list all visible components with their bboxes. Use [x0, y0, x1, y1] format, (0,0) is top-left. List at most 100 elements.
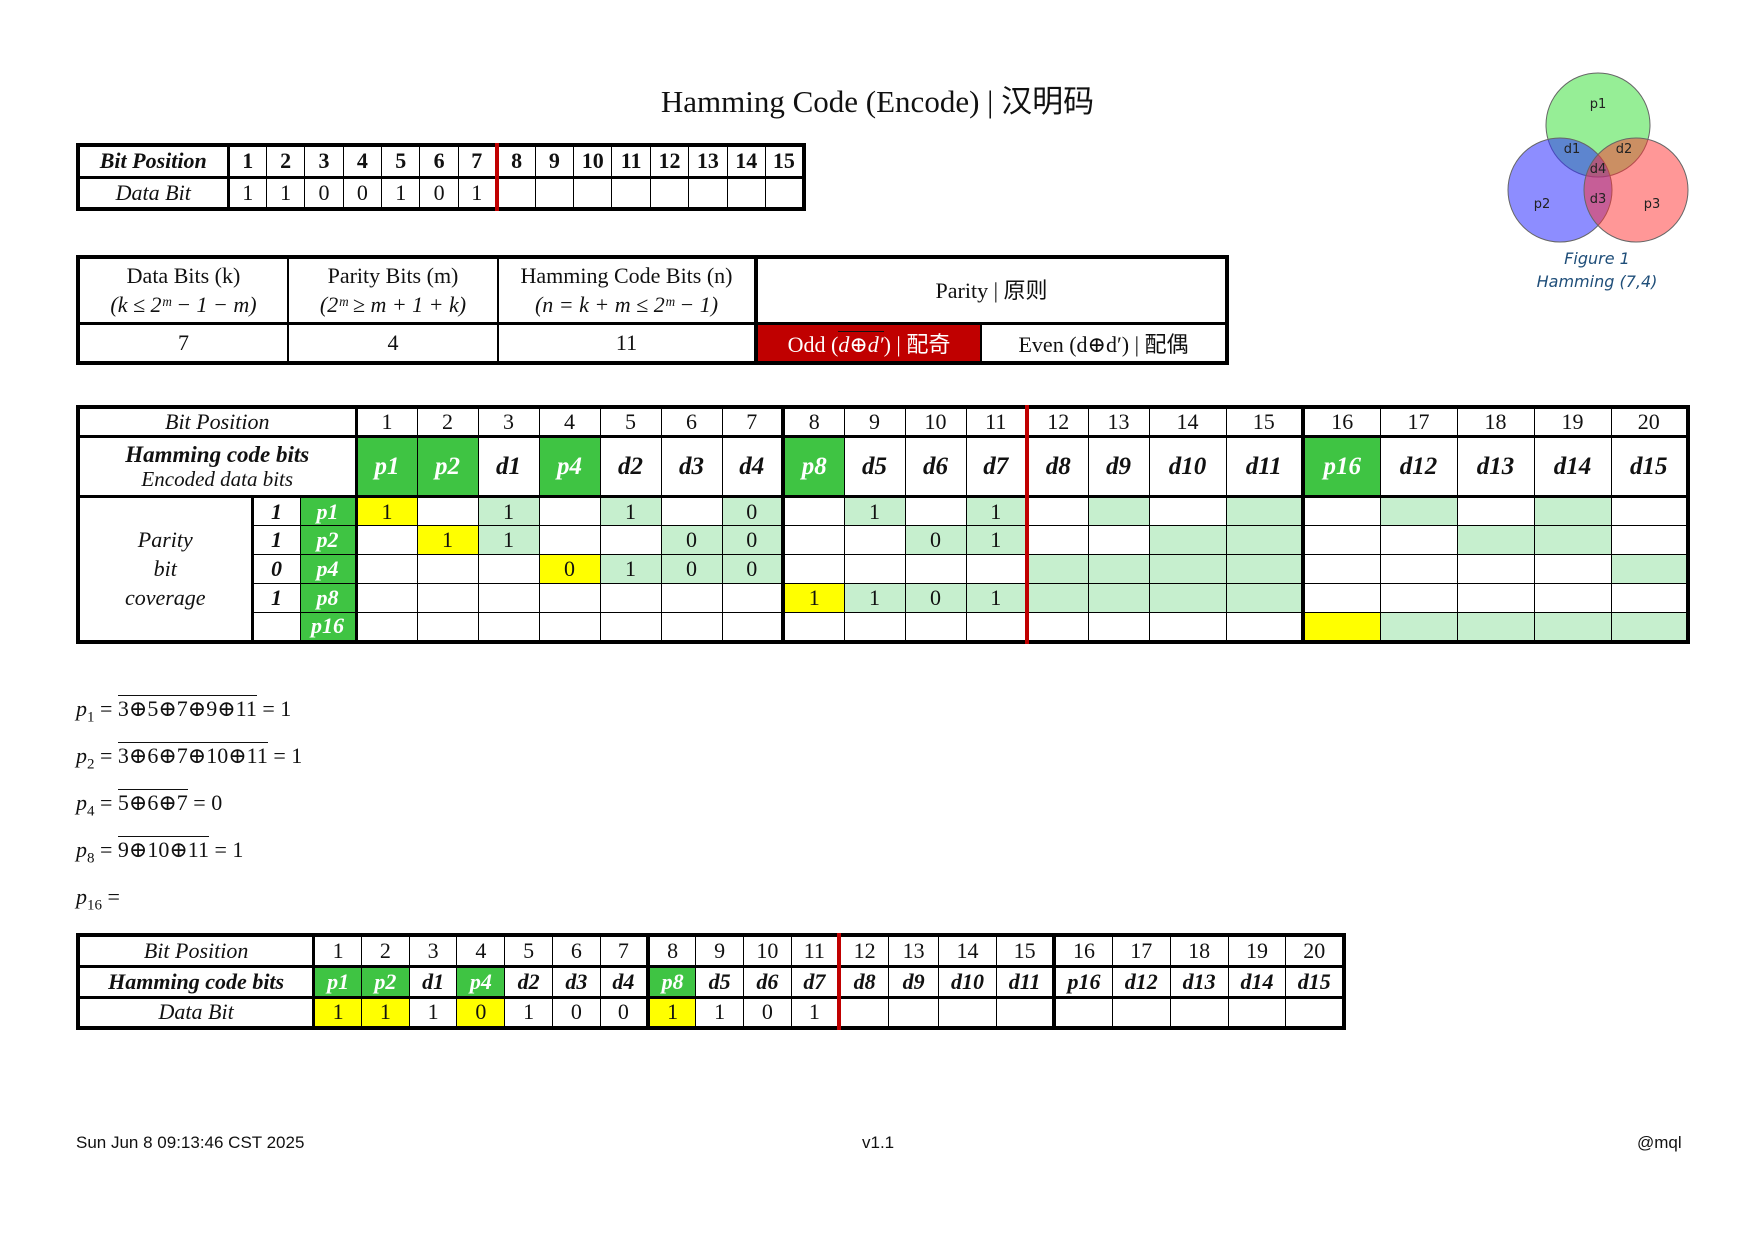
header-parity-bits-label: Parity Bits (m): [327, 263, 459, 289]
bit-position-12: 12: [838, 934, 890, 967]
data-bit-3: 0: [304, 176, 344, 210]
venn-label-p2: p2: [1534, 197, 1551, 212]
bit-position-1: 1: [313, 934, 362, 967]
coverage-cell-p16-19: [1533, 612, 1612, 642]
bit-name-p1: p1: [355, 435, 418, 498]
formula-result: = 1: [267, 743, 303, 768]
coverage-cell-p16-3: [477, 612, 540, 642]
row-label-bit-position: Bit Position: [77, 144, 230, 179]
encoded-bit-20: [1285, 996, 1345, 1029]
header-data-bits-label: Data Bits (k): [126, 263, 241, 289]
header-hamming-bits-label: Hamming Code Bits (n): [520, 263, 733, 289]
coverage-cell-p4-19: [1533, 554, 1612, 584]
bit-position-15: 15: [1225, 406, 1305, 437]
bit-name-d2: d2: [504, 964, 553, 999]
coverage-cell-p1-4: [538, 496, 601, 526]
encoded-bit-16: [1053, 996, 1113, 1029]
coverage-cell-p8-11: 1: [965, 583, 1029, 613]
coverage-cell-p8-2: [416, 583, 479, 613]
bit-position-9: 9: [843, 406, 906, 437]
coverage-cell-p8-16: [1302, 583, 1381, 613]
coverage-cell-p4-1: [355, 554, 418, 584]
footer-version: v1.1: [862, 1133, 895, 1152]
coverage-cell-p16-5: [599, 612, 662, 642]
coverage-cell-p4-20: [1610, 554, 1689, 584]
formula-subscript: 8: [87, 850, 95, 867]
data-bit-6: 0: [419, 176, 459, 210]
header-parity-bits-formula: (2ᵐ ≥ m + 1 + k): [319, 292, 467, 318]
bit-name-d10: d10: [938, 964, 997, 999]
bit-position-5: 5: [504, 934, 553, 967]
encoded-bit-14: [938, 996, 997, 1029]
coverage-cell-p2-13: [1087, 525, 1150, 555]
coverage-cell-p8-19: [1533, 583, 1612, 613]
bit-position-19: 19: [1533, 406, 1612, 437]
bit-position-14: 14: [1148, 406, 1227, 437]
bit-position-11: 11: [965, 406, 1029, 437]
figure-caption: Figure 1 Hamming (7,4): [1500, 247, 1694, 293]
bit-position-13: 13: [1087, 406, 1150, 437]
header-data-bits: Data Bits (k) (k ≤ 2ᵐ − 1 − m): [77, 256, 289, 324]
coverage-cell-p8-6: [660, 583, 723, 613]
coverage-cell-p1-17: [1379, 496, 1458, 526]
coverage-cell-p1-20: [1610, 496, 1689, 526]
coverage-cell-p16-1: [355, 612, 418, 642]
parity-value-p8: 1: [251, 583, 301, 613]
bit-name-p4: p4: [456, 964, 506, 999]
odd-parity-option[interactable]: Odd (d⊕d′) | 配奇: [754, 321, 982, 364]
coverage-cell-p8-8: 1: [782, 583, 845, 613]
bit-name-p2: p2: [416, 435, 479, 498]
value-m: 4: [287, 321, 499, 364]
bit-position-11: 11: [790, 934, 841, 967]
formula-p16: p16 =: [76, 884, 120, 914]
formula-expression: 3⊕6⊕7⊕10⊕11: [117, 742, 268, 768]
bit-position-20: 20: [1285, 934, 1345, 967]
coverage-cell-p16-6: [660, 612, 723, 642]
formula-subscript: 2: [87, 756, 95, 773]
coverage-cell-p4-15: [1225, 554, 1305, 584]
coverage-cell-p2-8: [782, 525, 845, 555]
bit-position-6: 6: [551, 934, 601, 967]
bit-name-d5: d5: [695, 964, 744, 999]
coverage-cell-p1-19: [1533, 496, 1612, 526]
parameters-table: Data Bits (k) (k ≤ 2ᵐ − 1 − m) Parity Bi…: [76, 255, 1229, 365]
row-label-hamming-code-bits: Hamming code bits: [77, 964, 316, 999]
side-label-line: coverage: [124, 585, 206, 611]
odd-suffix: ) | 配奇: [883, 331, 951, 357]
formula-symbol: p: [76, 696, 87, 721]
bit-position-3: 3: [304, 144, 344, 179]
row-label-hamming-code-bits: Hamming code bits Encoded data bits: [77, 435, 358, 498]
odd-prefix: Odd (: [787, 331, 839, 357]
venn-circle-p3: [1583, 137, 1689, 243]
bit-position-2: 2: [416, 406, 479, 437]
bit-position-8: 8: [496, 144, 536, 179]
coverage-cell-p2-9: [843, 525, 906, 555]
bit-name-d1: d1: [477, 435, 540, 498]
coverage-cell-p8-12: [1026, 583, 1089, 613]
coverage-cell-p8-4: [538, 583, 601, 613]
formula-symbol: p: [76, 743, 87, 768]
formula-equals: =: [102, 884, 120, 909]
bit-position-7: 7: [457, 144, 499, 179]
row-label-hamming-code-bits-text: Hamming code bits: [125, 441, 310, 467]
even-parity-option[interactable]: Even (d⊕d′) | 配偶: [980, 321, 1228, 364]
coverage-cell-p16-17: [1379, 612, 1458, 642]
bit-name-p16: p16: [1053, 964, 1113, 999]
coverage-cell-p2-1: [355, 525, 418, 555]
coverage-cell-p1-18: [1456, 496, 1535, 526]
formula-result: = 0: [187, 790, 223, 815]
row-label-bit-position: Bit Position: [77, 934, 316, 967]
coverage-cell-p4-5: 1: [599, 554, 662, 584]
bit-name-d4: d4: [721, 435, 785, 498]
formula-p1: p1 = 3⊕5⊕7⊕9⊕11 = 1: [76, 695, 291, 726]
bit-name-d15: d15: [1285, 964, 1345, 999]
encoded-bit-18: [1169, 996, 1229, 1029]
formula-equals: =: [94, 743, 118, 768]
encoded-bit-8: 1: [647, 996, 697, 1029]
row-label-data-bit: Data Bit: [77, 176, 230, 210]
coverage-cell-p2-14: [1148, 525, 1227, 555]
encoded-bit-13: [888, 996, 940, 1029]
bit-position-12: 12: [1026, 406, 1089, 437]
bit-name-d3: d3: [660, 435, 723, 498]
coverage-cell-p4-6: 0: [660, 554, 723, 584]
